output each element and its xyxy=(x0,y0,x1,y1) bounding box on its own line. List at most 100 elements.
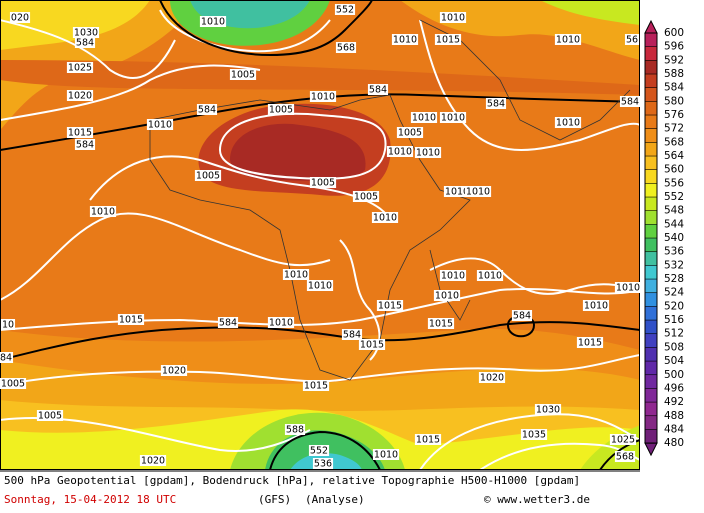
isoline-label-box xyxy=(476,270,504,281)
isoline-label: 1020 xyxy=(162,366,186,377)
isoline-label: 584 xyxy=(219,318,237,329)
isoline-label-box xyxy=(335,42,357,53)
colorbar-bin xyxy=(645,238,657,253)
isoline-label-box xyxy=(196,104,218,115)
isoline-label: 1005 xyxy=(196,171,220,182)
colorbar-label: 540 xyxy=(664,232,684,244)
colorbar-label: 588 xyxy=(664,68,684,80)
colorbar-bin xyxy=(645,251,657,266)
isoline-label-box xyxy=(619,96,641,107)
isoline-label-box xyxy=(309,177,337,188)
isoline-label: 1010 xyxy=(445,187,469,198)
colorbar-label: 512 xyxy=(664,328,684,340)
isoline-label: 1005 xyxy=(311,178,335,189)
isoline-label-box xyxy=(312,458,334,469)
isoline-label: 1010 xyxy=(269,318,293,329)
isoline-label-box xyxy=(609,434,637,445)
colorbar-bin xyxy=(645,374,657,389)
colorbar-bin xyxy=(645,87,657,102)
colorbar-bin xyxy=(645,415,657,430)
colorbar-label: 496 xyxy=(664,382,684,394)
colorbar-bin xyxy=(645,402,657,417)
colorbar-bin xyxy=(645,156,657,171)
colorbar-bin xyxy=(645,306,657,321)
isoline-label-box xyxy=(117,314,145,325)
colorbar-bin xyxy=(645,347,657,362)
isoline-label-box xyxy=(229,69,257,80)
isoline-label-box xyxy=(582,300,610,311)
colorbar-bin xyxy=(645,33,657,48)
isoline-label-box xyxy=(391,34,419,45)
colorbar-label: 504 xyxy=(664,355,684,367)
isoline-label: 552 xyxy=(336,5,354,16)
isoline-label-box xyxy=(414,147,442,158)
colorbar-label: 564 xyxy=(664,150,684,162)
colorbar-label: 576 xyxy=(664,109,684,121)
colorbar-bin xyxy=(645,115,657,130)
isoline-label-box xyxy=(614,451,636,462)
isoline-label: 1010 xyxy=(616,283,640,294)
isoline-label-box xyxy=(443,186,471,197)
colorbar-label: 600 xyxy=(664,27,684,39)
colorbar-bin xyxy=(645,169,657,184)
isoline-label-box xyxy=(367,84,389,95)
isoline-label: 1015 xyxy=(416,435,440,446)
isoline-label: 1015 xyxy=(304,381,328,392)
colorbar-bin xyxy=(645,60,657,75)
isoline-label: 584 xyxy=(369,85,387,96)
isoline-label: 1015 xyxy=(578,338,602,349)
colorbar-bin xyxy=(645,279,657,294)
colorbar-bin xyxy=(645,46,657,61)
isoline-label-box xyxy=(267,104,295,115)
isoline-label: 1025 xyxy=(611,435,635,446)
colorbar-bin xyxy=(645,361,657,376)
isoline-label: 568 xyxy=(337,43,355,54)
colorbar-bin xyxy=(645,265,657,280)
isoline-label: 584 xyxy=(487,99,505,110)
colorbar-label: 508 xyxy=(664,341,684,353)
colorbar-top-arrow xyxy=(644,19,658,34)
colorbar-label: 536 xyxy=(664,246,684,258)
colorbar-label: 500 xyxy=(664,369,684,381)
isoline-label-box xyxy=(194,170,222,181)
colorbar-bin xyxy=(645,197,657,212)
isoline-label-box xyxy=(396,127,424,138)
isoline-label: 1020 xyxy=(480,373,504,384)
isoline-label-box xyxy=(36,410,64,421)
isoline-label-box xyxy=(614,282,642,293)
colorbar-label: 516 xyxy=(664,314,684,326)
isoline-label: 1005 xyxy=(269,105,293,116)
footer-description: 500 hPa Geopotential [gpdam], Bodendruck… xyxy=(4,474,580,487)
isoline-label: 1005 xyxy=(231,70,255,81)
isoline-label-box xyxy=(554,34,582,45)
isoline-label-box xyxy=(433,290,461,301)
map-field xyxy=(1,1,639,469)
colorbar-bin xyxy=(645,320,657,335)
isoline-label: 1010 xyxy=(556,35,580,46)
isoline-label: 1010 xyxy=(91,207,115,218)
isoline-label-box xyxy=(0,352,14,363)
isoline-label: 1025 xyxy=(68,63,92,74)
isoline-label-box xyxy=(309,91,337,102)
isoline-label-box xyxy=(217,317,239,328)
colorbar-bin xyxy=(645,101,657,116)
colorbar-label: 552 xyxy=(664,191,684,203)
isoline-label: 1020 xyxy=(141,456,165,467)
isoline-label: 584 xyxy=(76,140,94,151)
isoline-label-box xyxy=(478,372,506,383)
colorbar-bin xyxy=(645,224,657,239)
isoline-label-box xyxy=(74,139,96,150)
isoline-label: 1015 xyxy=(360,340,384,351)
isoline-label: 84 xyxy=(0,353,12,364)
colorbar-bin xyxy=(645,292,657,307)
isoline-label-box xyxy=(624,34,640,45)
colorbar-bottom-arrow xyxy=(644,442,658,457)
isoline-label: 1010 xyxy=(388,147,412,158)
colorbar-label: 556 xyxy=(664,177,684,189)
isoline-label-box xyxy=(66,90,94,101)
colorbar-label: 488 xyxy=(664,410,684,422)
isoline-label: 1005 xyxy=(354,192,378,203)
isoline-label-box xyxy=(341,329,363,340)
colorbar-label: 520 xyxy=(664,300,684,312)
